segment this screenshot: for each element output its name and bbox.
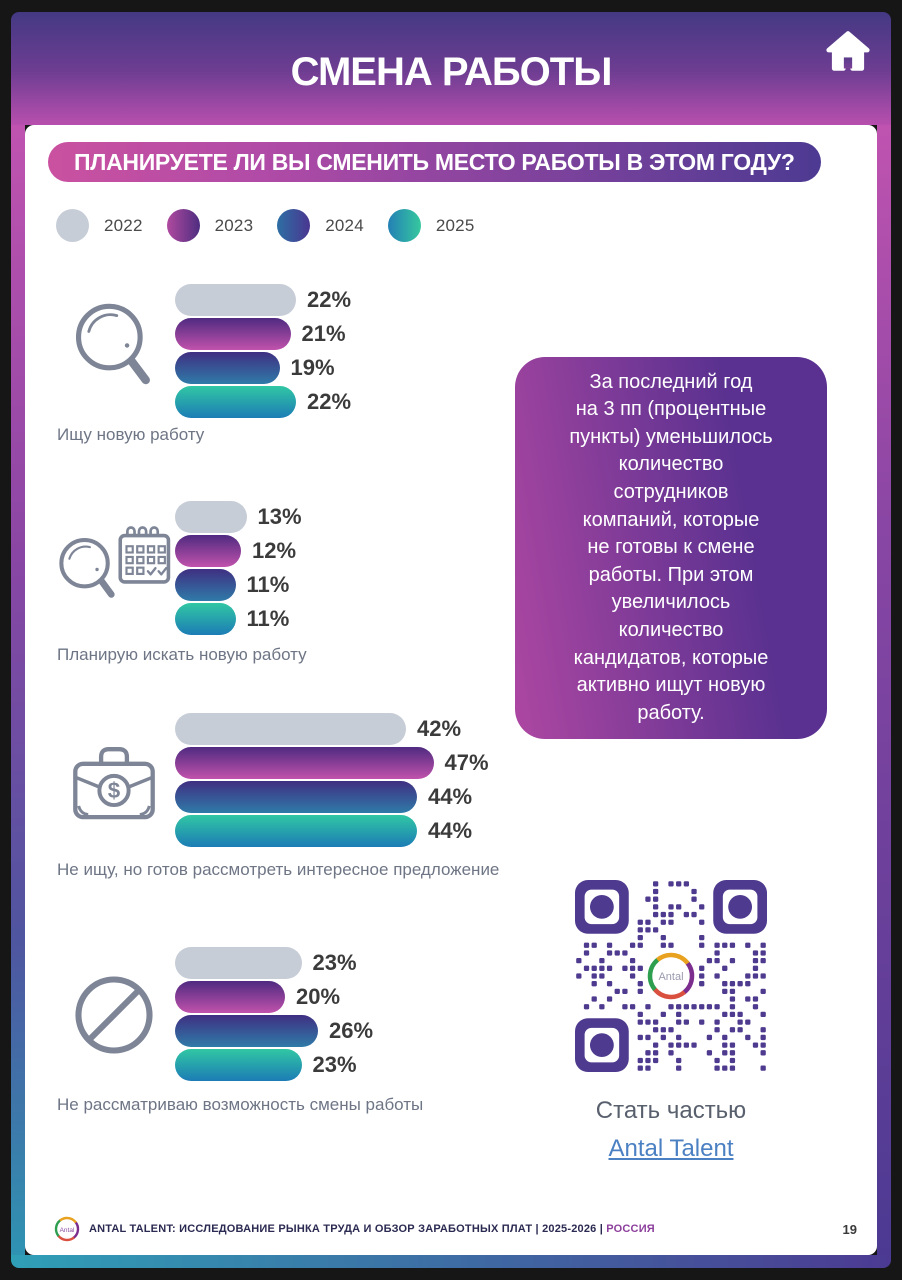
bar-row-2023: 47% bbox=[175, 747, 489, 779]
frame-right-border bbox=[877, 125, 891, 1255]
bar-value-2023: 20% bbox=[296, 984, 341, 1009]
footer-text: ANTAL TALENT: ИССЛЕДОВАНИЕ РЫНКА ТРУДА И… bbox=[89, 1223, 655, 1235]
bar-row-2022: 23% bbox=[175, 947, 373, 979]
group-label-3: Не ищу, но готов рассмотреть интересное … bbox=[57, 860, 500, 879]
home-icon bbox=[825, 28, 871, 74]
bar-row-2023: 12% bbox=[175, 535, 302, 567]
svg-text:Antal: Antal bbox=[658, 971, 683, 983]
bar-2024 bbox=[175, 569, 236, 601]
bar-2023 bbox=[175, 535, 241, 567]
page-number: 19 bbox=[842, 1221, 857, 1237]
bar-row-2025: 11% bbox=[175, 603, 302, 635]
qr-code: Antal bbox=[575, 880, 767, 1072]
bar-2023 bbox=[175, 981, 285, 1013]
info-box: За последний год на 3 пп (процентные пун… bbox=[515, 357, 827, 739]
bar-row-2024: 11% bbox=[175, 569, 302, 601]
briefcase-dollar-icon: $ bbox=[53, 739, 175, 823]
bar-value-2024: 11% bbox=[246, 572, 290, 597]
bar-value-2025: 22% bbox=[307, 389, 352, 414]
legend-item-2023: 2023 bbox=[166, 209, 254, 242]
bar-2022 bbox=[175, 284, 296, 316]
bar-row-2022: 22% bbox=[175, 284, 351, 316]
legend-item-2025: 2025 bbox=[387, 209, 475, 242]
bar-value-2022: 13% bbox=[257, 504, 302, 529]
home-button[interactable] bbox=[821, 23, 875, 79]
qr-cta-text: Стать частью bbox=[595, 1097, 747, 1124]
no-change-icon bbox=[53, 972, 175, 1058]
bar-value-2025: 11% bbox=[246, 606, 290, 631]
bar-value-2023: 47% bbox=[444, 750, 489, 775]
bar-value-2023: 21% bbox=[301, 321, 346, 346]
question-pill: ПЛАНИРУЕТЕ ЛИ ВЫ СМЕНИТЬ МЕСТО РАБОТЫ В … bbox=[48, 142, 821, 182]
bar-2022 bbox=[175, 501, 247, 533]
header-band: СМЕНА РАБОТЫ bbox=[11, 12, 891, 125]
legend-dot-2024 bbox=[277, 209, 311, 242]
bar-row-2023: 21% bbox=[175, 318, 351, 350]
legend-label: 2023 bbox=[214, 215, 254, 235]
chart-group-4: 23% 20% 26% 23% bbox=[53, 947, 373, 1083]
antal-logo-icon: Antal bbox=[53, 1215, 81, 1243]
bar-value-2023: 12% bbox=[252, 538, 297, 563]
legend-dot-2023 bbox=[166, 209, 200, 242]
bar-2023 bbox=[175, 318, 291, 350]
bar-row-2023: 20% bbox=[175, 981, 373, 1013]
chart-group-1: 22% 21% 19% 22% bbox=[53, 284, 351, 420]
page-title: СМЕНА РАБОТЫ bbox=[290, 50, 613, 94]
bar-value-2024: 19% bbox=[290, 355, 335, 380]
bar-2025 bbox=[175, 386, 296, 418]
bar-row-2022: 42% bbox=[175, 713, 489, 745]
svg-text:$: $ bbox=[108, 778, 121, 803]
bar-row-2025: 22% bbox=[175, 386, 351, 418]
group-label-4: Не рассматриваю возможность смены работы bbox=[57, 1095, 424, 1114]
bar-2024 bbox=[175, 781, 417, 813]
bar-2025 bbox=[175, 815, 417, 847]
legend-dot-2022 bbox=[56, 209, 89, 242]
legend-item-2022: 2022 bbox=[56, 209, 143, 242]
search-calendar-icon bbox=[53, 519, 175, 619]
group-label-1: Ищу новую работу bbox=[57, 425, 205, 444]
footer-country: РОССИЯ bbox=[606, 1223, 655, 1235]
bar-2022 bbox=[175, 713, 406, 745]
bar-value-2024: 26% bbox=[329, 1018, 374, 1043]
bar-2022 bbox=[175, 947, 302, 979]
frame-left-border bbox=[11, 125, 25, 1255]
bar-row-2024: 44% bbox=[175, 781, 489, 813]
legend-item-2024: 2024 bbox=[277, 209, 364, 242]
chart-legend: 2022 2023 2024 2025 bbox=[56, 209, 499, 242]
bar-value-2024: 44% bbox=[428, 784, 473, 809]
legend-label: 2024 bbox=[325, 215, 364, 235]
bar-2025 bbox=[175, 1049, 302, 1081]
bar-value-2025: 23% bbox=[312, 1052, 357, 1077]
bar-2024 bbox=[175, 352, 280, 384]
bar-row-2025: 44% bbox=[175, 815, 489, 847]
content-card: ПЛАНИРУЕТЕ ЛИ ВЫ СМЕНИТЬ МЕСТО РАБОТЫ В … bbox=[25, 125, 877, 1255]
svg-text:Antal: Antal bbox=[60, 1227, 75, 1234]
chart-group-2: 13% 12% 11% 11% bbox=[53, 501, 302, 637]
bar-value-2022: 42% bbox=[417, 716, 462, 741]
legend-label: 2025 bbox=[435, 215, 475, 235]
chart-group-3: $ 42% 47% 44% 44% bbox=[53, 713, 489, 849]
bar-row-2022: 13% bbox=[175, 501, 302, 533]
bar-value-2025: 44% bbox=[428, 818, 473, 843]
legend-label: 2022 bbox=[104, 215, 143, 235]
bar-2024 bbox=[175, 1015, 318, 1047]
antal-talent-link[interactable]: Antal Talent bbox=[608, 1135, 734, 1162]
bar-value-2022: 22% bbox=[307, 287, 352, 312]
frame-bottom-border bbox=[11, 1255, 891, 1268]
bar-row-2025: 23% bbox=[175, 1049, 373, 1081]
legend-dot-2025 bbox=[387, 209, 421, 242]
bar-value-2022: 23% bbox=[312, 950, 357, 975]
footer: Antal ANTAL TALENT: ИССЛЕДОВАНИЕ РЫНКА Т… bbox=[53, 1211, 857, 1247]
search-icon bbox=[53, 298, 175, 406]
bar-row-2024: 19% bbox=[175, 352, 351, 384]
bar-row-2024: 26% bbox=[175, 1015, 373, 1047]
group-label-2: Планирую искать новую работу bbox=[57, 645, 307, 664]
bar-2025 bbox=[175, 603, 236, 635]
bar-2023 bbox=[175, 747, 434, 779]
